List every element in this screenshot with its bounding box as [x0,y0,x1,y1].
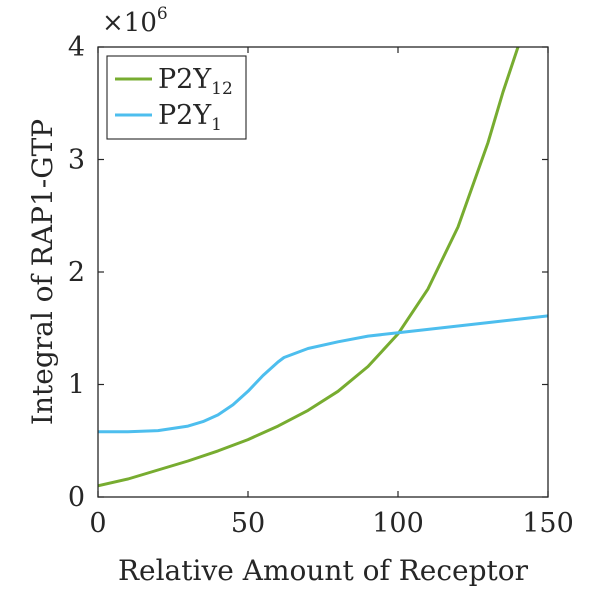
legend-label-main: P2Y [158,64,212,95]
y-multiplier: ×106 [102,4,168,38]
legend-label-main: P2Y [158,100,212,131]
y-axis-title: Integral of RAP1-GTP [26,119,59,425]
x-axis-title: Relative Amount of Receptor [118,554,529,587]
x-tick-label: 150 [522,508,574,539]
y-tick-label: 0 [68,482,85,513]
legend-box [106,55,247,140]
y-tick-label: 1 [68,370,85,401]
y-tick-label: 2 [68,257,85,288]
x-tick-label: 0 [89,508,106,539]
series-group [98,47,548,488]
series-line-p2y12 [98,47,520,488]
legend-label-p2y1: P2Y1 [158,100,222,135]
legend-label-sub: 12 [211,79,233,99]
x-tick-label: 100 [372,508,424,539]
legend-label-p2y12: P2Y12 [158,64,233,99]
legend-label-sub: 1 [211,115,222,135]
y-tick-label: 4 [68,32,85,63]
series-line-p2y1 [98,314,548,434]
y-tick-label: 3 [68,145,85,176]
x-tick-label: 50 [231,508,265,539]
y-multiplier-base: ×10 [102,8,157,38]
y-multiplier-exponent: 6 [157,4,168,24]
